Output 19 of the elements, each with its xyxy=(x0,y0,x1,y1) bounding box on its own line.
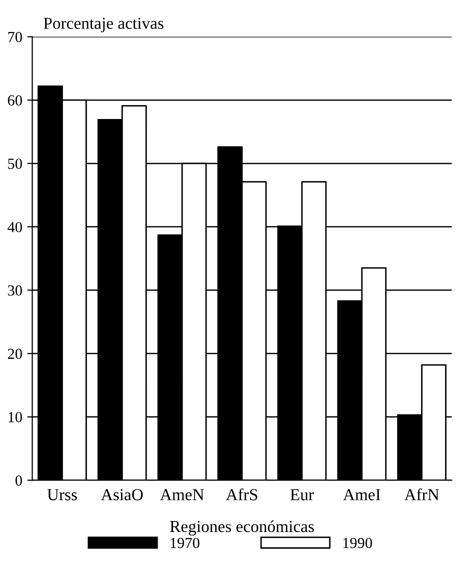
x-tick-label: AmeI xyxy=(343,489,380,500)
y-tick-label: 70 xyxy=(8,32,22,42)
legend-label: 1990 xyxy=(343,538,372,548)
y-tick-label: 10 xyxy=(8,412,22,422)
y-tick-label: 40 xyxy=(8,222,22,232)
y-tick-label: 0 xyxy=(15,475,22,486)
x-tick-label: AfrS xyxy=(226,488,258,500)
x-tick-label: Urss xyxy=(47,489,77,500)
y-tick-label: 20 xyxy=(8,348,22,359)
x-tick-label: AsiaO xyxy=(101,489,143,500)
x-axis-title: Regiones económicas xyxy=(170,520,314,536)
x-tick-label: AfrN xyxy=(404,488,440,500)
y-tick-label: 30 xyxy=(8,285,22,296)
y-tick-label: 50 xyxy=(8,158,22,169)
y-axis-title: Porcentaje activas xyxy=(44,18,164,32)
x-tick-label: Eur xyxy=(290,489,314,500)
y-tick-label: 60 xyxy=(8,95,22,106)
x-tick-label: AmeN xyxy=(160,489,204,500)
legend-label: 1970 xyxy=(170,538,200,548)
